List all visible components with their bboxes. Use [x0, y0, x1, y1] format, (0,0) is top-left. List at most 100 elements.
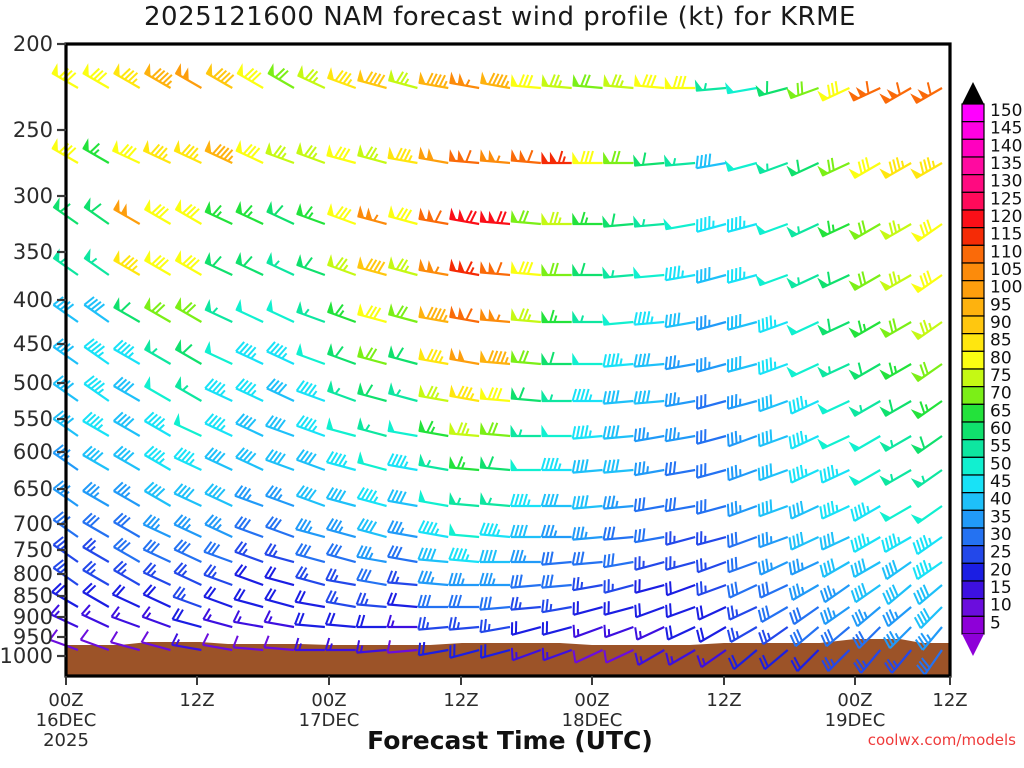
barb-full — [426, 420, 434, 433]
barb-half — [460, 578, 465, 586]
barb-full — [795, 607, 802, 620]
barb-full — [338, 258, 348, 270]
barb-half — [639, 656, 643, 664]
wind-barb — [789, 626, 820, 648]
barb-full — [460, 548, 468, 561]
barb-full — [823, 504, 828, 518]
barb-half — [165, 80, 173, 87]
wind-barb — [144, 250, 172, 276]
barb-full — [799, 531, 804, 545]
colorbar-swatch — [961, 439, 985, 458]
barb-full — [699, 154, 703, 168]
barb-half — [580, 315, 585, 323]
barb-full — [87, 298, 99, 308]
barb-full — [303, 205, 313, 218]
y-axis-tick-label: 350 — [13, 240, 53, 264]
colorbar-tick-label: 110 — [990, 242, 1022, 262]
barb-full — [395, 147, 403, 160]
barb-full — [364, 258, 374, 270]
barb-full — [487, 350, 495, 363]
wind-barb — [449, 258, 480, 277]
y-axis-tick-label: 700 — [13, 512, 53, 536]
barb-full — [223, 149, 234, 160]
barb-full — [434, 350, 442, 363]
barb-full — [207, 542, 217, 554]
barb-full — [726, 433, 730, 447]
colorbar-tick-label: 85 — [990, 331, 1012, 351]
wind-barb — [111, 584, 141, 608]
wind-barb — [602, 213, 634, 228]
barb-half — [553, 530, 558, 538]
barb-pennant — [910, 232, 924, 242]
barb-full — [826, 607, 833, 620]
barb-full — [142, 539, 153, 550]
barb-half — [921, 475, 926, 483]
barb-half — [456, 622, 461, 630]
wind-barb — [294, 612, 325, 629]
barb-full — [757, 467, 761, 481]
barb-full — [93, 417, 104, 429]
barb-full — [162, 74, 173, 85]
wind-barb — [327, 203, 357, 226]
barb-full — [181, 542, 191, 554]
barb-full — [120, 541, 131, 552]
barb-full — [769, 499, 773, 513]
wind-barb — [910, 435, 943, 455]
barb-full — [395, 546, 403, 559]
barb-full — [175, 609, 184, 621]
barb-full — [461, 386, 469, 399]
wind-barb — [910, 469, 943, 489]
barb-full — [154, 417, 166, 429]
wind-barb — [204, 201, 233, 225]
barb-half — [495, 529, 501, 537]
wind-barb — [449, 305, 480, 324]
barb-pennant — [418, 384, 426, 398]
wind-barb — [572, 352, 603, 366]
wind-barb — [295, 380, 326, 403]
barb-full — [765, 558, 770, 572]
barb-half — [158, 424, 165, 431]
barb-full — [540, 493, 547, 507]
barb-half — [280, 152, 287, 160]
barb-full — [633, 354, 638, 367]
barb-full — [668, 266, 673, 280]
barb-full — [792, 434, 797, 448]
barb-full — [765, 464, 769, 478]
wind-barb — [448, 149, 480, 165]
barb-full — [761, 560, 766, 574]
barb-half — [211, 571, 217, 579]
barb-full — [757, 433, 761, 447]
barb-full — [571, 527, 577, 540]
wind-barb — [295, 518, 326, 539]
barb-full — [796, 502, 800, 516]
barb-full — [650, 74, 657, 88]
barb-half — [584, 531, 588, 539]
barb-full — [800, 81, 804, 94]
barb-full — [920, 632, 929, 645]
barb-shaft — [80, 638, 110, 652]
barb-full — [368, 521, 378, 534]
barb-full — [734, 430, 738, 444]
barb-full — [645, 390, 651, 403]
wind-barb — [297, 65, 326, 89]
barb-pennant — [426, 209, 435, 222]
barb-half — [487, 497, 493, 505]
barb-half — [399, 527, 405, 535]
wind-barb — [509, 524, 541, 539]
wind-barb — [386, 614, 418, 629]
colorbar-under-arrow — [962, 634, 984, 656]
barb-full — [518, 261, 525, 274]
barb-full — [242, 344, 253, 356]
barb-pennant — [510, 458, 518, 471]
barb-full — [926, 157, 932, 170]
wind-barb — [326, 144, 356, 165]
wind-barb — [232, 610, 264, 629]
wind-barb — [113, 560, 141, 586]
wind-barb — [295, 543, 326, 564]
barb-full — [185, 256, 197, 268]
wind-barb — [633, 427, 665, 443]
barb-full — [603, 624, 607, 638]
barb-full — [173, 483, 184, 494]
barb-full — [417, 594, 423, 608]
barb-full — [215, 488, 226, 500]
